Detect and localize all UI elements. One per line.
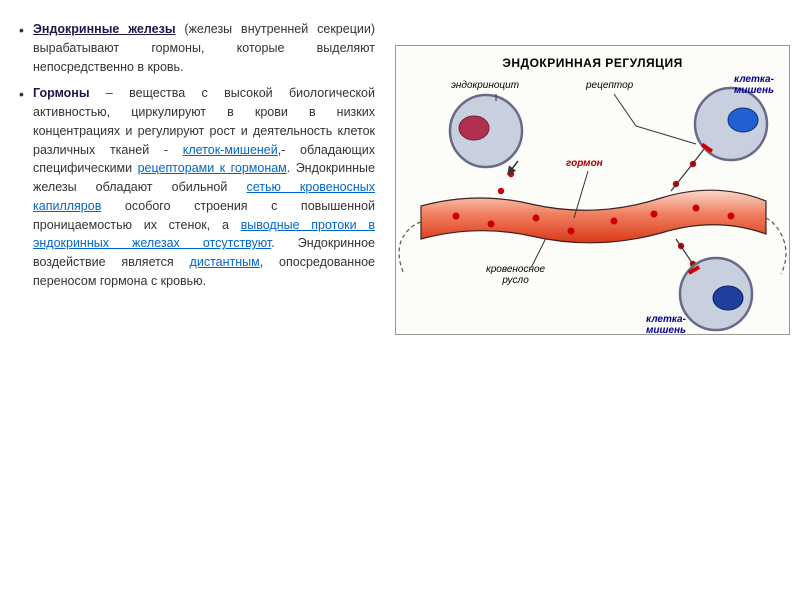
hormone-dot — [693, 205, 700, 212]
bullet-item-1: Эндокринные железы (железы внутренней се… — [15, 20, 375, 76]
term-hormones: Гормоны — [33, 86, 90, 100]
hormone-dot — [728, 213, 735, 220]
hormone-dot — [453, 213, 460, 220]
hormone-dot — [488, 221, 495, 228]
arrow — [671, 144, 708, 191]
term-endocrine: Эндокринные железы — [33, 22, 176, 36]
target-cell-bottom-nucleus — [713, 286, 743, 310]
hormone-dot — [533, 215, 540, 222]
vessel-dashed-left — [399, 222, 421, 274]
pointer — [636, 126, 696, 144]
label-target-bottom: клетка- мишень — [646, 314, 686, 336]
endocrinocyte-nucleus — [459, 116, 489, 140]
hormone-dot — [651, 211, 658, 218]
label-target-top: клетка- мишень — [734, 74, 774, 96]
link-distant: дистантным — [190, 255, 260, 269]
text-column: Эндокринные железы (железы внутренней се… — [15, 20, 385, 580]
bullet-list: Эндокринные железы (железы внутренней се… — [15, 20, 375, 291]
label-endocrinocyte: эндокриноцит — [451, 80, 519, 91]
diagram-frame: ЭНДОКРИННАЯ РЕГУЛЯЦИЯ — [395, 45, 790, 335]
label-hormone: гормон — [566, 158, 603, 169]
vessel-dashed-right — [766, 218, 786, 274]
target-cell-top-nucleus — [728, 108, 758, 132]
blood-vessel — [421, 190, 766, 243]
label-receptor: рецептор — [586, 80, 633, 91]
diagram-column: ЭНДОКРИННАЯ РЕГУЛЯЦИЯ — [385, 20, 785, 580]
label-bloodstream: кровеносное русло — [486, 264, 545, 286]
hormone-dot — [568, 228, 575, 235]
link-target-cells: клеток-мишеней — [183, 143, 278, 157]
bullet-item-2: Гормоны – вещества с высокой биологическ… — [15, 84, 375, 290]
hormone-dot — [498, 188, 504, 194]
pointer — [614, 94, 636, 126]
hormone-dot — [611, 218, 618, 225]
link-receptors: рецепторами к гормонам — [138, 161, 287, 175]
